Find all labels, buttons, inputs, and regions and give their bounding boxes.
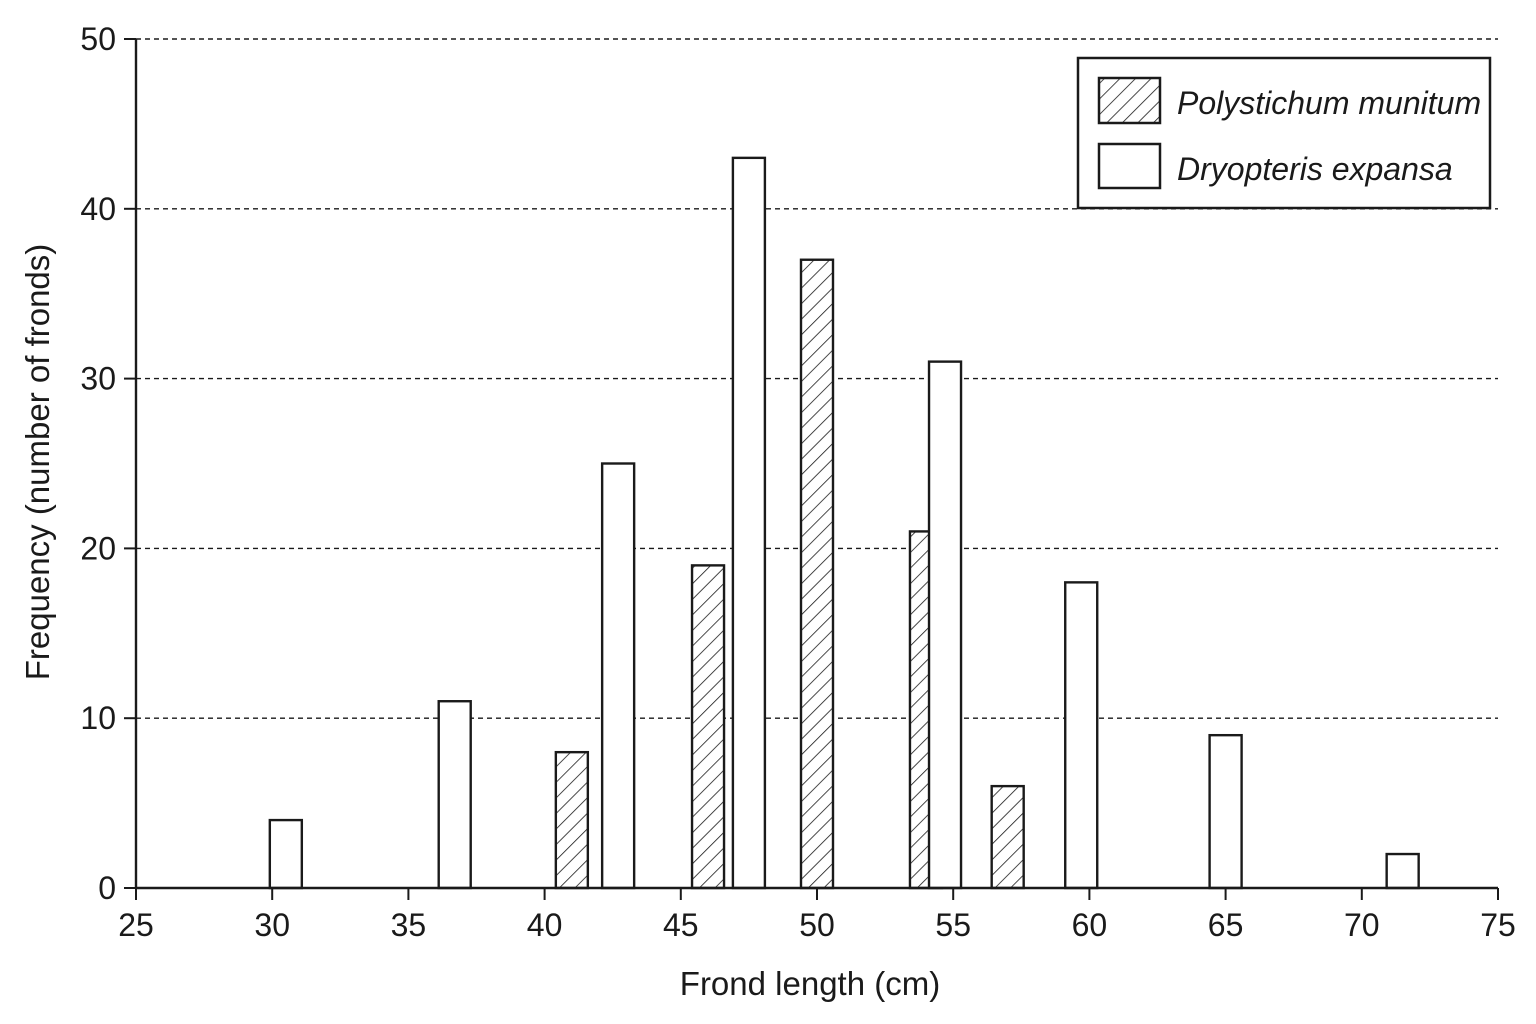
bar-dryopteris-4 — [927, 360, 963, 890]
y-tick-label-10: 10 — [80, 700, 116, 736]
x-tick-label-65: 65 — [1208, 907, 1244, 943]
y-axis-label: Frequency (number of fronds) — [19, 244, 56, 681]
x-tick-label-60: 60 — [1072, 907, 1108, 943]
tick-labels: 0 10 20 30 40 50 25 30 35 40 45 50 55 60 65 70 75 — [80, 21, 1515, 943]
bar-dryopteris-7 — [1385, 852, 1420, 890]
legend-label-dryopteris: Dryopteris expansa — [1177, 151, 1453, 187]
bar-dryopteris-2 — [600, 462, 636, 890]
legend-label-polystichum: Polystichum munitum — [1177, 85, 1481, 121]
bars — [268, 156, 1420, 890]
x-tick-label-50: 50 — [799, 907, 835, 943]
y-tick-label-0: 0 — [98, 870, 116, 906]
x-axis-label: Frond length (cm) — [680, 965, 940, 1002]
y-tick-label-30: 30 — [80, 361, 116, 397]
bar-dryopteris-5 — [1064, 581, 1099, 890]
y-tick-label-20: 20 — [80, 530, 116, 566]
bar-polystichum-4 — [990, 784, 1025, 890]
bar-polystichum-1 — [690, 564, 726, 890]
bar-dryopteris-1 — [437, 700, 472, 890]
legend: Polystichum munitum Dryopteris expansa — [1076, 56, 1492, 210]
x-tick-label-55: 55 — [935, 907, 971, 943]
y-tick-label-50: 50 — [80, 21, 116, 57]
legend-swatch-polystichum — [1097, 76, 1162, 125]
x-tick-label-40: 40 — [527, 907, 563, 943]
x-tick-label-25: 25 — [118, 907, 154, 943]
bar-polystichum-2 — [799, 258, 835, 890]
legend-swatch-dryopteris — [1097, 142, 1162, 190]
x-tick-label-75: 75 — [1480, 907, 1516, 943]
axes — [124, 38, 1499, 900]
y-tick-label-40: 40 — [80, 191, 116, 227]
bar-dryopteris-3 — [731, 156, 767, 890]
bar-polystichum-0 — [554, 750, 590, 890]
x-tick-label-35: 35 — [391, 907, 427, 943]
bar-dryopteris-6 — [1208, 733, 1243, 890]
x-tick-label-45: 45 — [663, 907, 699, 943]
x-tick-label-70: 70 — [1344, 907, 1380, 943]
x-tick-label-30: 30 — [254, 907, 290, 943]
bar-dryopteris-0 — [268, 818, 304, 890]
